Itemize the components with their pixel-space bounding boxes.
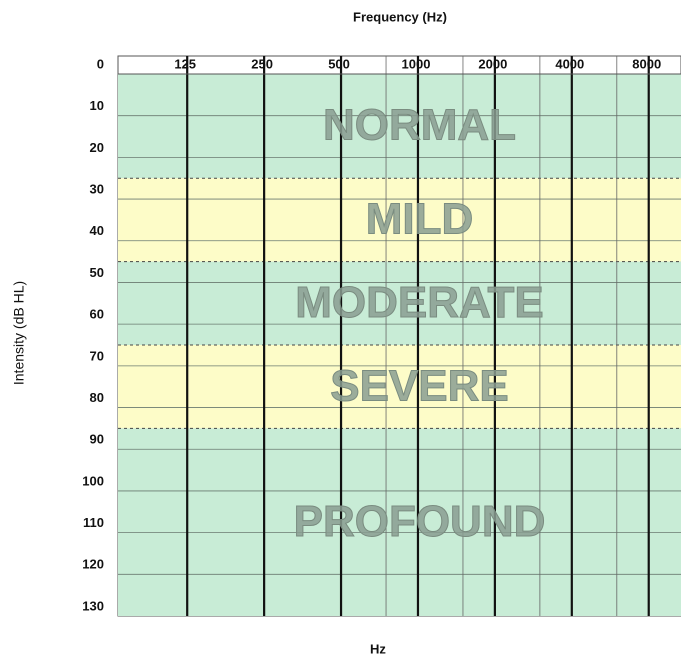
band-label: MODERATE: [295, 278, 544, 327]
band-label: PROFOUND: [294, 497, 546, 546]
band: [118, 178, 681, 262]
y-tick-label: 10: [90, 98, 104, 113]
x-axis-label: Hz: [370, 641, 386, 656]
y-axis-label: Intensity (dB HL): [11, 281, 27, 385]
chart-title: Frequency (Hz): [353, 9, 447, 24]
y-tick-label: 130: [82, 598, 104, 613]
x-tick-label: 8000: [632, 56, 661, 71]
band: [118, 261, 681, 345]
y-tick-label: 0: [97, 56, 104, 71]
y-tick-label: 100: [82, 473, 104, 488]
band: [118, 74, 681, 179]
y-tick-label: 40: [90, 223, 104, 238]
x-tick-label: 250: [251, 56, 273, 71]
x-tick-label: 500: [328, 56, 350, 71]
x-tick-label: 125: [174, 56, 196, 71]
band-label: NORMAL: [323, 101, 516, 150]
y-tick-label: 30: [90, 182, 104, 197]
y-tick-label: 80: [90, 390, 104, 405]
x-tick-label: 1000: [402, 56, 431, 71]
y-tick-label: 120: [82, 557, 104, 572]
band: [118, 345, 681, 429]
band-label: SEVERE: [330, 361, 509, 410]
x-tick-label: 2000: [478, 56, 507, 71]
y-tick-label: 70: [90, 348, 104, 363]
x-tick-label: 4000: [555, 56, 584, 71]
y-tick-label: 50: [90, 265, 104, 280]
y-tick-label: 60: [90, 307, 104, 322]
band-label: MILD: [366, 195, 474, 244]
y-tick-label: 20: [90, 140, 104, 155]
y-tick-label: 110: [83, 515, 104, 530]
band: [118, 428, 681, 616]
y-tick-label: 90: [90, 432, 104, 447]
